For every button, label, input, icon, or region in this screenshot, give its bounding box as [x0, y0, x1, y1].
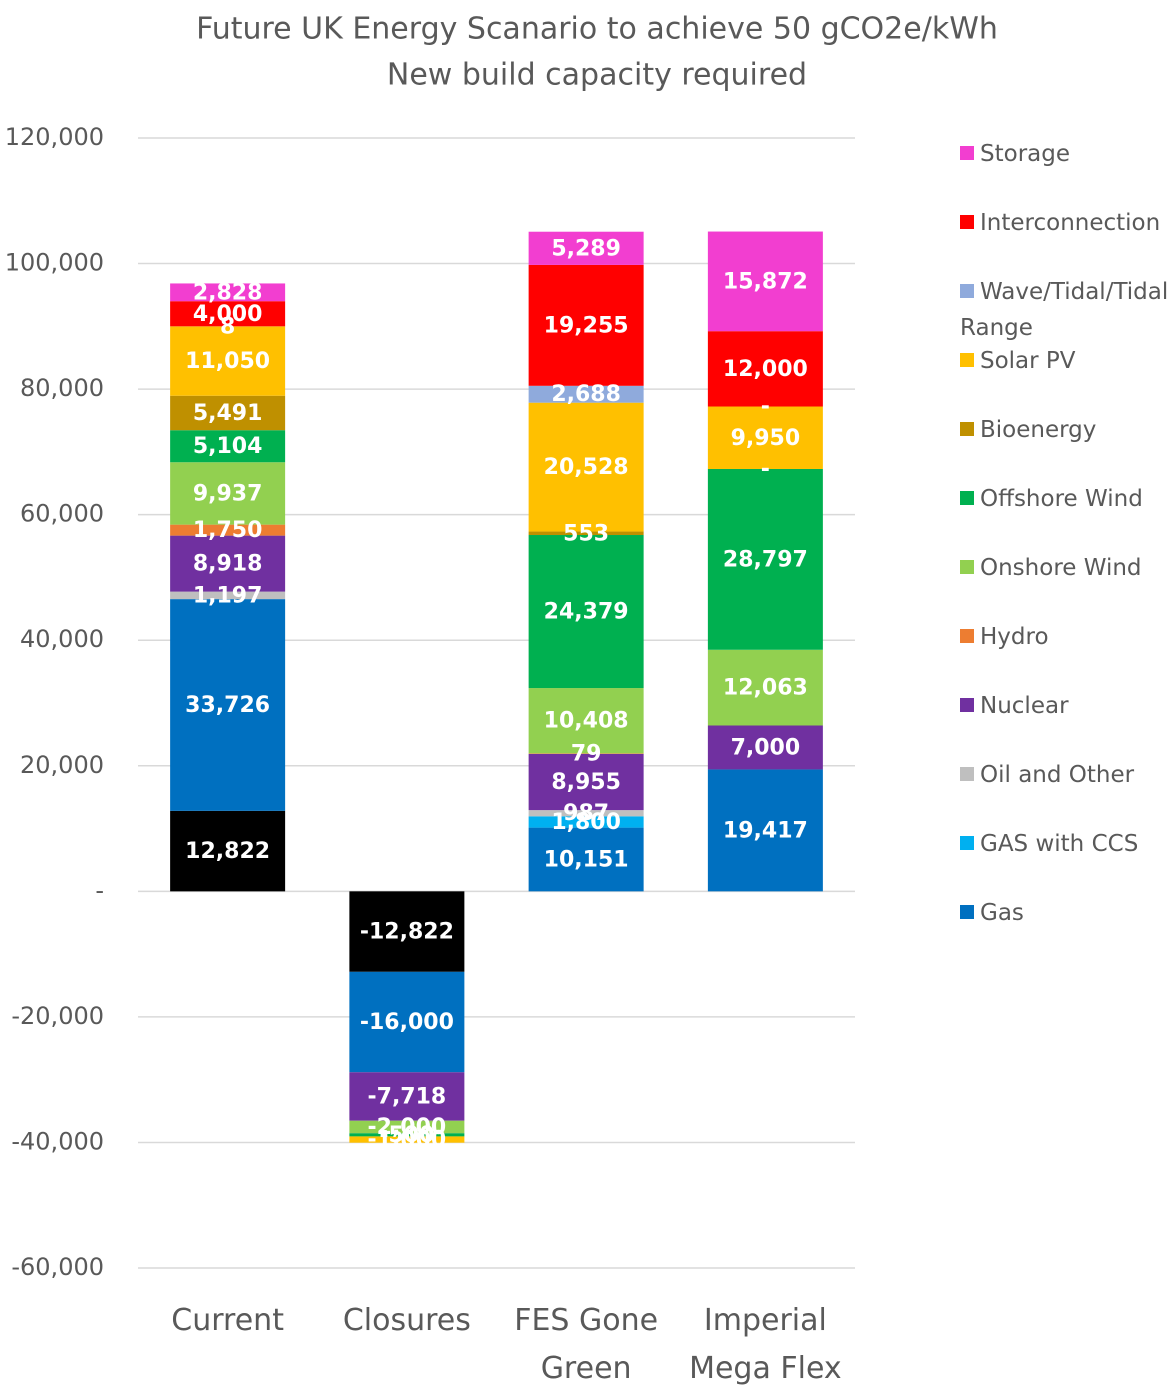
data-label: -12,822	[360, 920, 454, 945]
legend-item: Wave/Tidal/Tidal Range	[960, 274, 1174, 346]
data-label: 5,104	[193, 434, 263, 459]
data-label: -16,000	[360, 1010, 454, 1035]
chart-title: Future UK Energy Scanario to achieve 50 …	[196, 12, 998, 47]
data-label: -	[761, 457, 770, 482]
legend-item: Hydro	[960, 619, 1174, 655]
legend-swatch	[960, 284, 974, 298]
data-label: -	[761, 395, 770, 420]
data-label: 11,050	[185, 349, 270, 374]
legend-swatch	[960, 698, 974, 712]
data-label: 9,950	[731, 426, 801, 451]
data-label: 7,000	[731, 735, 801, 760]
y-tick-label: -20,000	[11, 1002, 104, 1030]
legend-item: Onshore Wind	[960, 550, 1174, 586]
y-tick-label: -	[95, 876, 104, 904]
legend-swatch	[960, 491, 974, 505]
data-label: 10,151	[544, 847, 629, 872]
data-label: -7,718	[368, 1084, 447, 1109]
legend-swatch	[960, 905, 974, 919]
legend-swatch	[960, 560, 974, 574]
data-label: 5,491	[193, 401, 263, 426]
legend-swatch	[960, 215, 974, 229]
legend-label: Interconnection	[980, 210, 1160, 236]
legend-label: Gas	[980, 900, 1024, 926]
legend-swatch	[960, 629, 974, 643]
chart-subtitle: New build capacity required	[387, 58, 807, 93]
legend-swatch	[960, 353, 974, 367]
data-label: 2,688	[551, 382, 621, 407]
y-tick-label: 120,000	[5, 123, 104, 151]
data-label: 1,197	[193, 583, 263, 608]
data-label: 12,063	[723, 676, 808, 701]
data-label: -1,000	[368, 1128, 447, 1153]
data-label: 10,408	[544, 709, 629, 734]
x-tick-label: FES Gone Green	[496, 1297, 676, 1393]
legend-item: Storage	[960, 136, 1174, 172]
data-label: 553	[563, 521, 609, 546]
data-label: 5,289	[551, 236, 621, 261]
legend-label: Storage	[980, 141, 1070, 167]
y-tick-label: 60,000	[20, 500, 104, 528]
data-label: 8,955	[551, 770, 621, 795]
y-tick-label: -60,000	[11, 1253, 104, 1281]
data-label: 12,822	[185, 839, 270, 864]
data-label: 8,918	[193, 552, 263, 577]
data-label: 24,379	[544, 600, 629, 625]
data-label: 19,417	[723, 818, 808, 843]
legend-label: GAS with CCS	[980, 831, 1138, 857]
data-label: 4,000	[193, 302, 263, 327]
legend-item: Bioenergy	[960, 412, 1174, 448]
data-label: 79	[571, 742, 602, 767]
legend-item: Interconnection	[960, 205, 1174, 241]
data-label: 2,828	[193, 280, 263, 305]
y-tick-label: 80,000	[20, 374, 104, 402]
data-label: 15,872	[723, 269, 808, 294]
legend-item: Gas	[960, 895, 1174, 931]
legend-label: Nuclear	[980, 693, 1069, 719]
legend-label: Hydro	[980, 624, 1049, 650]
legend-item: Oil and Other	[960, 757, 1174, 793]
legend-swatch	[960, 767, 974, 781]
y-tick-label: 40,000	[20, 625, 104, 653]
legend-swatch	[960, 146, 974, 160]
legend-label: Wave/Tidal/Tidal Range	[960, 279, 1168, 341]
legend-swatch	[960, 836, 974, 850]
y-tick-label: -40,000	[11, 1127, 104, 1155]
legend-swatch	[960, 422, 974, 436]
y-tick-label: 20,000	[20, 751, 104, 779]
data-label: 33,726	[185, 693, 270, 718]
data-label: 987	[563, 801, 609, 826]
legend-label: Oil and Other	[980, 762, 1134, 788]
legend-label: Onshore Wind	[980, 555, 1142, 581]
data-label: 1,750	[193, 518, 263, 543]
x-tick-label: Imperial Mega Flex	[675, 1297, 855, 1393]
legend-item: Nuclear	[960, 688, 1174, 724]
x-tick-label: Closures	[317, 1297, 497, 1345]
legend-item: Solar PV	[960, 343, 1174, 379]
legend-item: GAS with CCS	[960, 826, 1174, 862]
data-label: 19,255	[544, 313, 629, 338]
y-tick-label: 100,000	[5, 249, 104, 277]
data-label: 12,000	[723, 357, 808, 382]
legend-label: Solar PV	[980, 348, 1076, 374]
data-label: 28,797	[723, 547, 808, 572]
legend-label: Bioenergy	[980, 417, 1096, 443]
data-label: 20,528	[544, 455, 629, 480]
legend-label: Offshore Wind	[980, 486, 1143, 512]
legend-item: Offshore Wind	[960, 481, 1174, 517]
x-tick-label: Current	[138, 1297, 318, 1345]
data-label: 9,937	[193, 481, 263, 506]
